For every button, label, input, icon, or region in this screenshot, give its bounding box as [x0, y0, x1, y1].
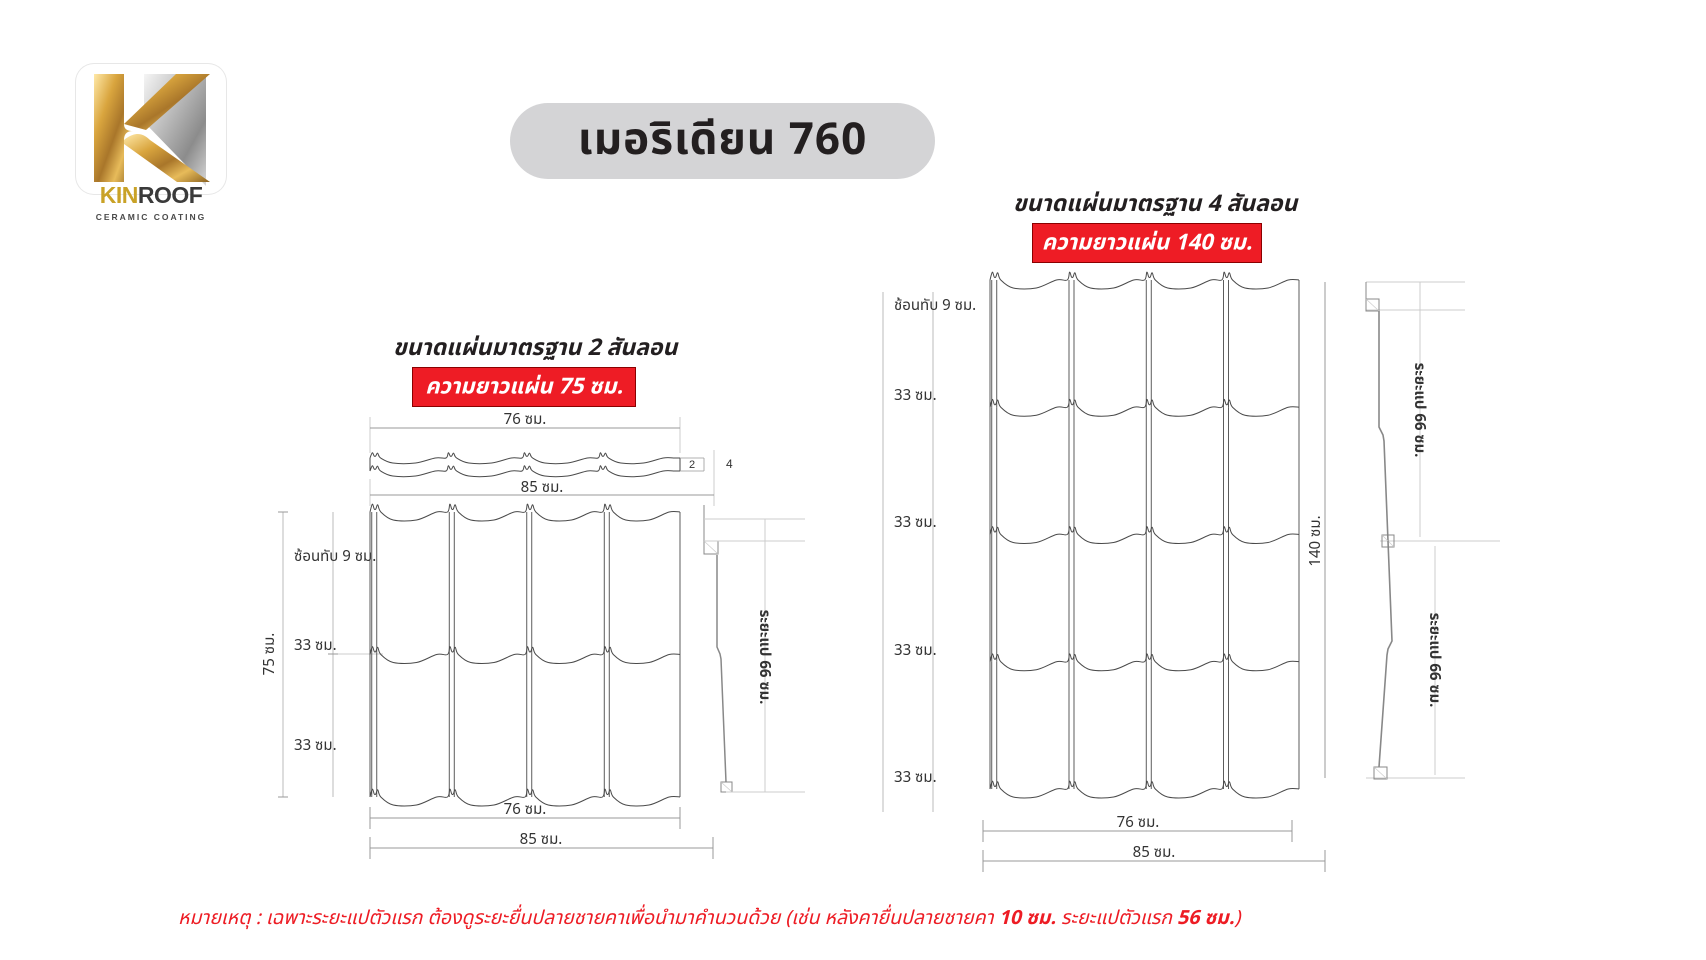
svg-text:76 ซม.: 76 ซม. [504, 798, 547, 821]
svg-text:ระยะแป 66 ซม.: ระยะแป 66 ซม. [1423, 613, 1446, 708]
svg-text:ช้อนทับ 9 ซม.: ช้อนทับ 9 ซม. [894, 294, 976, 317]
svg-text:76 ซม.: 76 ซม. [1117, 811, 1160, 834]
svg-text:76 ซม.: 76 ซม. [504, 408, 547, 431]
svg-text:85 ซม.: 85 ซม. [1133, 841, 1176, 864]
svg-text:140 ซม.: 140 ซม. [1304, 515, 1327, 566]
svg-text:33 ซม.: 33 ซม. [894, 384, 937, 407]
svg-text:2: 2 [689, 459, 695, 471]
svg-text:33 ซม.: 33 ซม. [894, 511, 937, 534]
svg-text:33 ซม.: 33 ซม. [894, 639, 937, 662]
svg-text:ซ้อนทับ 9 ซม.: ซ้อนทับ 9 ซม. [294, 545, 376, 568]
svg-text:75 ซม.: 75 ซม. [258, 633, 281, 676]
svg-text:85 ซม.: 85 ซม. [520, 828, 563, 851]
svg-text:ระยะแป 66 ซม.: ระยะแป 66 ซม. [1408, 363, 1431, 458]
svg-text:85 ซม.: 85 ซม. [521, 476, 564, 499]
svg-text:33 ซม.: 33 ซม. [894, 766, 937, 789]
svg-text:33 ซม.: 33 ซม. [294, 634, 337, 657]
svg-text:33 ซม.: 33 ซม. [294, 734, 337, 757]
svg-text:ระยะแป 66 ซม.: ระยะแป 66 ซม. [753, 610, 776, 705]
svg-text:4: 4 [726, 457, 733, 471]
